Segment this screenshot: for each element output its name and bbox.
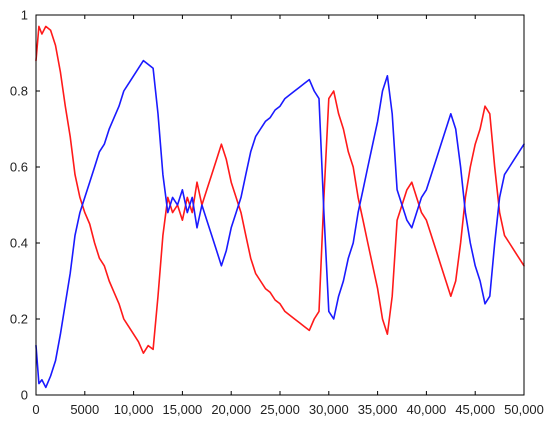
x-tick-label: 15,000 [163, 402, 203, 417]
y-tick-label: 1 [21, 8, 28, 23]
x-tick-label: 25,000 [260, 402, 300, 417]
series-layer [35, 25, 525, 389]
x-tick-label: 10,000 [114, 402, 154, 417]
x-tick-label: 30,000 [309, 402, 349, 417]
x-tick-label: 20,000 [211, 402, 251, 417]
y-tick-label: 0.8 [10, 84, 28, 99]
x-tick-label: 50,000 [504, 402, 544, 417]
series-line-2 [35, 59, 525, 389]
axes [35, 14, 525, 396]
x-tick-label: 5000 [70, 402, 99, 417]
x-tick-label: 0 [32, 402, 39, 417]
x-tick-label: 35,000 [358, 402, 398, 417]
series-line-1 [35, 25, 525, 355]
tick-labels: 0 5000 10,000 15,000 20,000 25,000 30,000 35,00… [10, 8, 544, 418]
y-tick-label: 0.4 [10, 236, 28, 251]
y-tick-label: 0 [21, 388, 28, 403]
plot-background [36, 15, 524, 395]
x-tick-label: 45,000 [455, 402, 495, 417]
y-tick-label: 0.6 [10, 160, 28, 175]
y-tick-label: 0.2 [10, 312, 28, 327]
plot-area [36, 15, 524, 395]
x-tick-label: 40,000 [407, 402, 447, 417]
